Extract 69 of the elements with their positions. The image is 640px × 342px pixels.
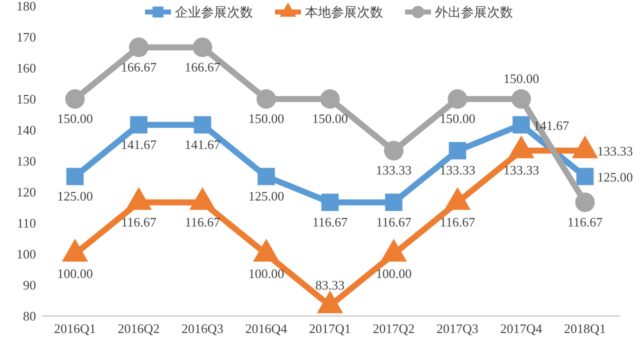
data-label: 133.33 (440, 162, 476, 178)
data-label: 141.67 (184, 136, 221, 152)
data-label: 116.67 (440, 214, 476, 230)
point (130, 116, 148, 134)
data-label: 150.00 (248, 111, 284, 126)
x-tick-label: 2017Q3 (436, 321, 478, 336)
y-tick-label: 100 (16, 246, 36, 262)
y-tick-label: 120 (16, 184, 36, 200)
point (192, 38, 212, 58)
data-label: 150.00 (503, 71, 540, 86)
y-tick-label: 150 (16, 92, 36, 107)
point (512, 116, 530, 134)
y-tick-label: 170 (16, 30, 36, 45)
data-label: 125.00 (57, 188, 93, 204)
data-label: 133.33 (376, 162, 412, 178)
data-label: 116.67 (312, 214, 348, 230)
data-label: 125.00 (248, 188, 284, 204)
data-label: 150.00 (57, 111, 93, 126)
data-label: 133.33 (503, 162, 540, 178)
y-tick-label: 160 (16, 60, 36, 76)
point (448, 142, 466, 160)
data-label: 166.67 (120, 59, 158, 74)
data-label: 166.67 (184, 59, 221, 74)
data-label: 100.00 (376, 266, 412, 281)
point (380, 238, 407, 262)
x-tick-label: 2016Q3 (182, 321, 224, 336)
point (66, 168, 84, 186)
point (128, 38, 149, 58)
data-label: 116.67 (376, 214, 412, 230)
data-label: 100.00 (248, 266, 284, 281)
y-tick-label: 80 (23, 308, 36, 324)
point (511, 89, 532, 109)
point (194, 116, 212, 134)
point (316, 290, 344, 314)
legend-label: 企业参展次数 (175, 6, 253, 21)
data-label: 150.00 (312, 111, 348, 126)
data-label: 141.67 (533, 118, 570, 133)
point (320, 89, 340, 109)
x-tick-label: 2016Q2 (118, 321, 160, 336)
data-label: 83.33 (315, 278, 345, 293)
x-tick-label: 2016Q4 (245, 321, 288, 336)
legend-label: 外出参展次数 (435, 6, 513, 21)
point (253, 238, 280, 262)
x-tick-label: 2017Q2 (372, 321, 415, 336)
data-label: 150.00 (440, 111, 476, 126)
point (384, 140, 404, 160)
x-tick-label: 2016Q1 (54, 321, 96, 336)
data-label: 133.33 (597, 144, 633, 159)
y-tick-label: 130 (16, 154, 36, 169)
x-tick-label: 2017Q1 (309, 321, 351, 336)
point (448, 89, 468, 109)
y-tick-label: 110 (16, 216, 36, 231)
data-label: 116.67 (184, 214, 221, 230)
point (576, 168, 594, 186)
point (65, 89, 85, 109)
data-label: 116.67 (121, 214, 157, 230)
data-label: 125.00 (597, 170, 633, 184)
point (62, 238, 88, 262)
y-tick-label: 180 (16, 0, 36, 14)
y-tick-label: 90 (23, 278, 36, 293)
legend-label: 本地参展次数 (305, 6, 383, 21)
data-label: 100.00 (57, 266, 93, 281)
point (258, 168, 275, 186)
x-tick-label: 2018Q1 (564, 321, 606, 336)
data-label: 116.67 (567, 214, 604, 230)
y-tick-label: 140 (16, 122, 36, 138)
point (256, 89, 276, 109)
x-tick-label: 2017Q4 (500, 321, 543, 336)
data-label: 141.67 (120, 136, 158, 152)
